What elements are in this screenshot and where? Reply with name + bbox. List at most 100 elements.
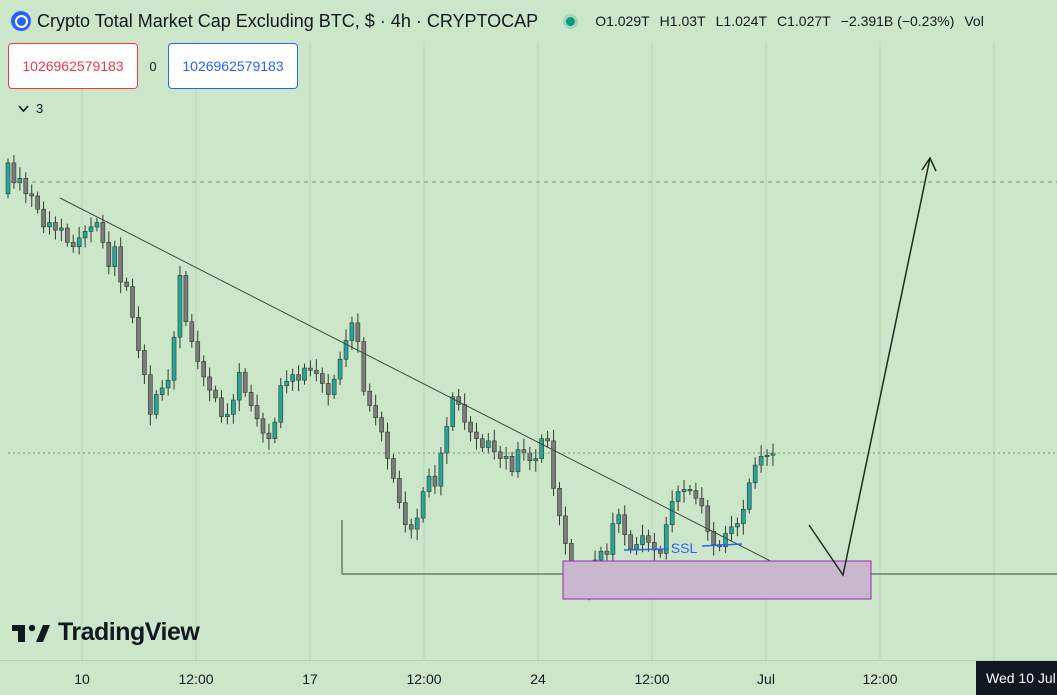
candle-body — [266, 432, 272, 439]
candle-body — [652, 542, 657, 551]
chart-grid — [81, 42, 995, 660]
candle-body — [5, 162, 11, 195]
candle-body — [278, 385, 284, 423]
candle-body — [450, 396, 456, 427]
ohlc-readout: O1.029T H1.03T L1.024T C1.027T −2.391B (… — [595, 13, 984, 29]
candle-body — [770, 452, 776, 456]
candle-body — [628, 534, 633, 550]
candle-body — [764, 454, 770, 458]
ssl-label: SSL — [671, 540, 698, 556]
candle-body — [681, 489, 687, 492]
candle-body — [118, 246, 123, 283]
candle-body — [325, 383, 331, 395]
candle-body — [723, 533, 728, 548]
close-value: 1.027T — [787, 13, 831, 29]
time-tick: 12:00 — [634, 671, 670, 687]
chart-title[interactable]: Crypto Total Market Cap Excluding BTC, $… — [37, 10, 539, 31]
candle-body — [646, 535, 651, 543]
candle-body — [23, 178, 29, 195]
candle-body — [438, 452, 444, 487]
candle-body — [545, 438, 550, 442]
candle-body — [331, 378, 337, 395]
candle-body — [302, 367, 307, 381]
candle-body — [165, 379, 171, 389]
tradingview-logo[interactable]: TradingView — [12, 618, 200, 647]
candle-body — [130, 286, 135, 318]
candle-body — [65, 227, 70, 243]
demand-zone-box[interactable] — [562, 560, 872, 600]
candle-body — [687, 489, 693, 492]
candle-body — [557, 487, 562, 517]
candle-body — [177, 275, 183, 338]
candle-body — [17, 178, 23, 184]
descending-trendline[interactable] — [59, 197, 789, 571]
candles — [5, 155, 776, 601]
candle-body — [675, 491, 681, 502]
candle-body — [82, 230, 88, 239]
candle-body — [272, 421, 278, 439]
candle-body — [319, 373, 325, 384]
volume-label[interactable]: Vol — [964, 13, 984, 29]
candle-body — [563, 515, 568, 544]
candle-body — [106, 242, 112, 267]
candle-body — [711, 531, 716, 545]
sell-button[interactable]: 1026962579183 — [8, 43, 138, 89]
low-label: L — [715, 13, 724, 29]
high-value: 1.03T — [669, 13, 706, 29]
candle-body — [385, 431, 390, 459]
candle-body — [634, 544, 639, 550]
open-value: 1.029T — [606, 13, 650, 29]
time-tick: 12:00 — [406, 671, 442, 687]
indicators-toggle[interactable]: 3 — [18, 101, 43, 116]
candle-body — [527, 452, 533, 462]
candle-body — [76, 237, 82, 248]
candle-body — [533, 458, 539, 462]
candle-body — [693, 490, 699, 499]
chevron-down-icon — [18, 104, 29, 112]
candle-body — [148, 374, 153, 415]
candle-body — [35, 195, 40, 210]
candle-body — [308, 367, 313, 371]
candle-body — [260, 418, 266, 434]
candle-body — [284, 381, 290, 387]
candle-body — [153, 394, 159, 415]
indicators-count: 3 — [36, 101, 44, 116]
low-value: 1.024T — [723, 13, 767, 29]
tradingview-logo-icon — [12, 624, 50, 642]
candle-body — [663, 524, 669, 554]
candle-body — [373, 405, 378, 419]
candle-body — [183, 275, 189, 323]
candle-body — [616, 514, 622, 524]
ssl-line-right — [701, 543, 743, 547]
candle-body — [746, 482, 752, 510]
time-axis[interactable]: 10 12:00 17 12:00 24 12:00 Jul 12:00 Wed… — [0, 660, 1057, 695]
candle-body — [296, 374, 301, 381]
candle-body — [159, 387, 165, 395]
candle-body — [337, 358, 343, 380]
candle-body — [758, 456, 764, 466]
projection-arrow-path[interactable] — [808, 157, 931, 577]
candle-body — [290, 374, 295, 382]
market-status-dot-icon — [566, 16, 576, 26]
candle-body — [669, 501, 675, 525]
buy-button[interactable]: 1026962579183 — [168, 43, 298, 89]
candle-body — [598, 550, 604, 561]
candle-body — [367, 390, 373, 406]
high-label: H — [659, 13, 670, 29]
candle-body — [41, 208, 46, 228]
candle-body — [142, 350, 147, 375]
crosshair-date-label: Wed 10 Jul — [976, 661, 1057, 695]
time-tick: 17 — [302, 671, 318, 687]
candle-body — [231, 399, 236, 415]
logo-text: TradingView — [58, 618, 200, 646]
candle-body — [752, 464, 758, 484]
trade-panel: 1026962579183 0 1026962579183 — [8, 43, 298, 89]
candle-body — [497, 451, 503, 459]
candle-body — [94, 222, 100, 228]
candle-body — [195, 341, 201, 362]
symbol-icon[interactable] — [11, 11, 31, 31]
candle-body — [248, 392, 254, 406]
candle-body — [622, 514, 628, 535]
candle-body — [741, 508, 746, 524]
